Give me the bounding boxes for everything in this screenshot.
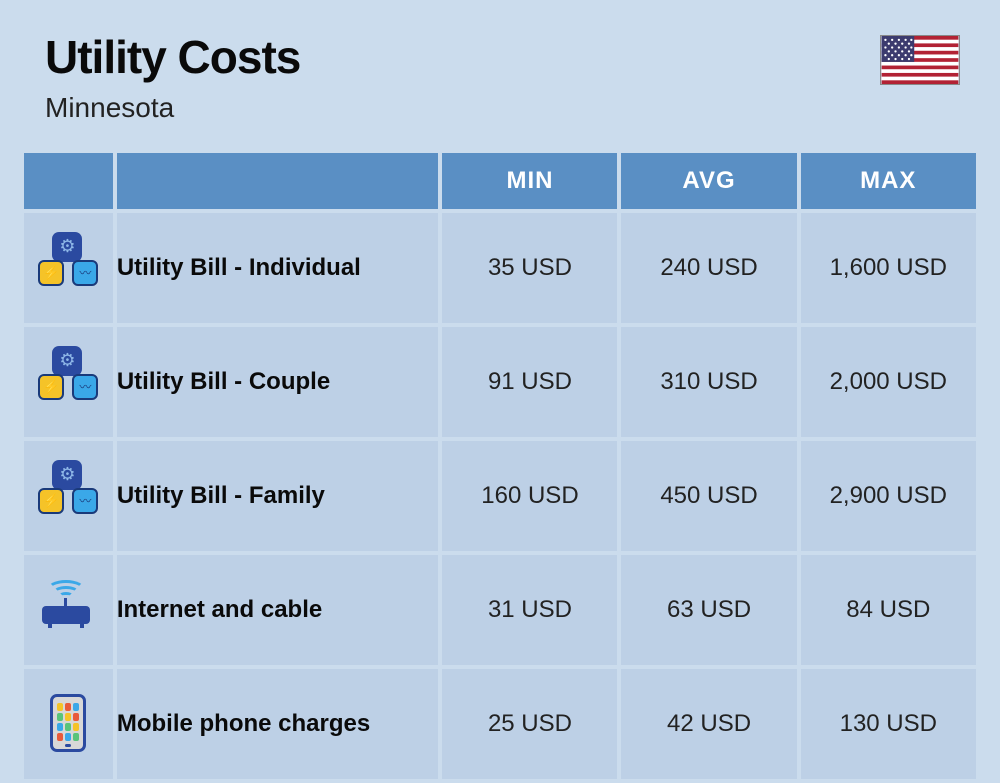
table-row: Utility Bill - Family 160 USD 450 USD 2,… — [24, 441, 976, 551]
header-min: MIN — [442, 153, 617, 209]
row-avg: 240 USD — [621, 213, 796, 323]
row-max: 84 USD — [801, 555, 976, 665]
table-row: Utility Bill - Couple 91 USD 310 USD 2,0… — [24, 327, 976, 437]
phone-icon — [38, 694, 98, 754]
row-max: 2,000 USD — [801, 327, 976, 437]
header-max: MAX — [801, 153, 976, 209]
row-icon-cell — [24, 441, 113, 551]
table-body: Utility Bill - Individual 35 USD 240 USD… — [24, 213, 976, 779]
row-min: 31 USD — [442, 555, 617, 665]
table-header-row: MIN AVG MAX — [24, 153, 976, 209]
table-row: Mobile phone charges 25 USD 42 USD 130 U… — [24, 669, 976, 779]
costs-table: MIN AVG MAX Utility Bill - Individual 35… — [20, 149, 980, 783]
row-min: 91 USD — [442, 327, 617, 437]
row-min: 160 USD — [442, 441, 617, 551]
row-label: Utility Bill - Family — [117, 441, 439, 551]
utility-icon — [38, 236, 98, 296]
page-title: Utility Costs — [45, 30, 300, 84]
router-icon — [38, 578, 98, 638]
utility-icon — [38, 464, 98, 524]
row-max: 130 USD — [801, 669, 976, 779]
header-avg: AVG — [621, 153, 796, 209]
row-min: 25 USD — [442, 669, 617, 779]
page-subtitle: Minnesota — [45, 92, 300, 124]
row-icon-cell — [24, 555, 113, 665]
table-row: Internet and cable 31 USD 63 USD 84 USD — [24, 555, 976, 665]
row-icon-cell — [24, 213, 113, 323]
row-avg: 42 USD — [621, 669, 796, 779]
row-avg: 63 USD — [621, 555, 796, 665]
row-icon-cell — [24, 669, 113, 779]
row-label: Internet and cable — [117, 555, 439, 665]
row-label: Mobile phone charges — [117, 669, 439, 779]
title-block: Utility Costs Minnesota — [45, 30, 300, 124]
table-row: Utility Bill - Individual 35 USD 240 USD… — [24, 213, 976, 323]
row-max: 1,600 USD — [801, 213, 976, 323]
row-min: 35 USD — [442, 213, 617, 323]
utility-icon — [38, 350, 98, 410]
row-max: 2,900 USD — [801, 441, 976, 551]
header-blank-icon — [24, 153, 113, 209]
row-avg: 310 USD — [621, 327, 796, 437]
header-blank-label — [117, 153, 439, 209]
us-flag-icon — [880, 35, 960, 85]
row-icon-cell — [24, 327, 113, 437]
row-label: Utility Bill - Couple — [117, 327, 439, 437]
row-avg: 450 USD — [621, 441, 796, 551]
header: Utility Costs Minnesota — [20, 30, 980, 149]
infographic-container: Utility Costs Minnesota — [0, 0, 1000, 783]
row-label: Utility Bill - Individual — [117, 213, 439, 323]
